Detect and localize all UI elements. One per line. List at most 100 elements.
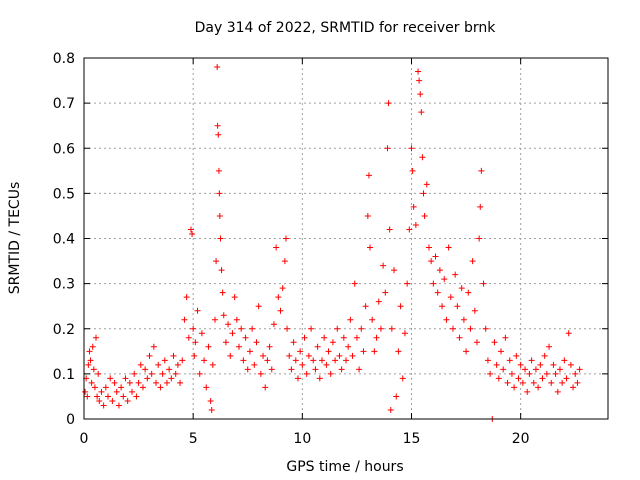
x-tick-label: 20 xyxy=(512,431,530,447)
data-point xyxy=(539,375,546,382)
data-point xyxy=(576,366,583,373)
data-point xyxy=(109,397,116,404)
data-point xyxy=(408,145,415,152)
data-point xyxy=(541,352,548,359)
y-tick-label: 0.4 xyxy=(53,232,75,248)
data-point xyxy=(305,352,312,359)
data-point xyxy=(476,235,483,242)
data-point xyxy=(268,366,275,373)
data-point xyxy=(519,379,526,386)
data-point xyxy=(270,321,277,328)
data-point xyxy=(367,244,374,251)
data-point xyxy=(397,303,404,310)
data-point xyxy=(115,402,122,409)
data-point xyxy=(290,339,297,346)
data-point xyxy=(456,334,463,341)
data-point xyxy=(139,384,146,391)
data-point xyxy=(209,361,216,368)
data-point xyxy=(244,366,251,373)
data-point xyxy=(251,361,258,368)
data-point xyxy=(417,91,424,98)
chart-title: Day 314 of 2022, SRMTID for receiver brn… xyxy=(195,20,497,36)
data-point xyxy=(231,294,238,301)
data-point xyxy=(100,402,107,409)
data-point xyxy=(360,348,367,355)
data-point xyxy=(281,258,288,265)
data-point xyxy=(428,258,435,265)
data-point xyxy=(215,167,222,174)
data-point xyxy=(386,226,393,233)
data-point xyxy=(574,379,581,386)
data-point xyxy=(474,339,480,346)
data-point xyxy=(410,203,417,210)
data-point xyxy=(338,366,345,373)
data-point xyxy=(500,366,507,373)
data-point xyxy=(388,325,395,332)
data-point xyxy=(88,379,95,386)
data-point xyxy=(458,285,465,292)
axes: 0 0.1 0.2 0.3 0.4 0.5 0.6 0.7 0.8 0 5 10 15 20 xyxy=(53,51,608,447)
data-point xyxy=(377,325,384,332)
data-point xyxy=(131,370,138,377)
data-point xyxy=(552,370,559,377)
data-point xyxy=(102,384,109,391)
data-point xyxy=(191,352,198,359)
data-point xyxy=(111,379,118,386)
data-point xyxy=(404,280,411,287)
data-point xyxy=(445,244,452,251)
data-point xyxy=(229,330,236,337)
data-point xyxy=(198,330,205,337)
data-point xyxy=(423,181,430,188)
data-point xyxy=(264,357,271,364)
data-point xyxy=(460,316,467,323)
data-point xyxy=(550,361,557,368)
data-point xyxy=(214,122,221,129)
data-point xyxy=(118,384,125,391)
data-point xyxy=(212,316,218,323)
y-tick-label: 0.6 xyxy=(53,141,75,157)
data-point xyxy=(187,226,194,233)
data-point xyxy=(406,226,413,233)
data-point xyxy=(84,393,91,400)
data-point xyxy=(565,330,572,337)
data-point xyxy=(477,203,484,210)
data-point xyxy=(425,244,432,251)
data-point xyxy=(279,285,286,292)
data-point xyxy=(297,348,304,355)
data-point xyxy=(506,357,513,364)
data-point xyxy=(334,325,341,332)
data-point xyxy=(447,294,454,301)
data-point xyxy=(120,393,127,400)
data-point xyxy=(345,343,352,350)
data-point xyxy=(91,384,98,391)
data-point xyxy=(418,109,425,116)
data-point xyxy=(343,357,349,364)
data-point xyxy=(340,334,347,341)
data-point xyxy=(168,375,175,382)
data-point xyxy=(96,397,103,404)
data-point xyxy=(185,334,192,341)
data-point xyxy=(391,267,398,274)
data-point xyxy=(94,393,101,400)
data-point xyxy=(409,167,416,174)
data-point xyxy=(303,370,310,377)
data-point xyxy=(432,253,439,260)
data-point xyxy=(563,375,570,382)
data-point xyxy=(336,352,343,359)
data-point xyxy=(393,393,400,400)
data-point xyxy=(382,289,389,296)
data-point xyxy=(227,352,234,359)
data-point xyxy=(498,348,505,355)
data-point xyxy=(385,100,392,107)
data-point xyxy=(543,370,550,377)
data-point xyxy=(504,379,511,386)
data-point xyxy=(452,271,459,278)
data-point xyxy=(454,303,461,310)
y-tick-label: 0.5 xyxy=(53,186,75,202)
data-point xyxy=(277,307,284,314)
data-point xyxy=(312,366,319,373)
data-point xyxy=(183,294,190,301)
data-point xyxy=(316,375,323,382)
